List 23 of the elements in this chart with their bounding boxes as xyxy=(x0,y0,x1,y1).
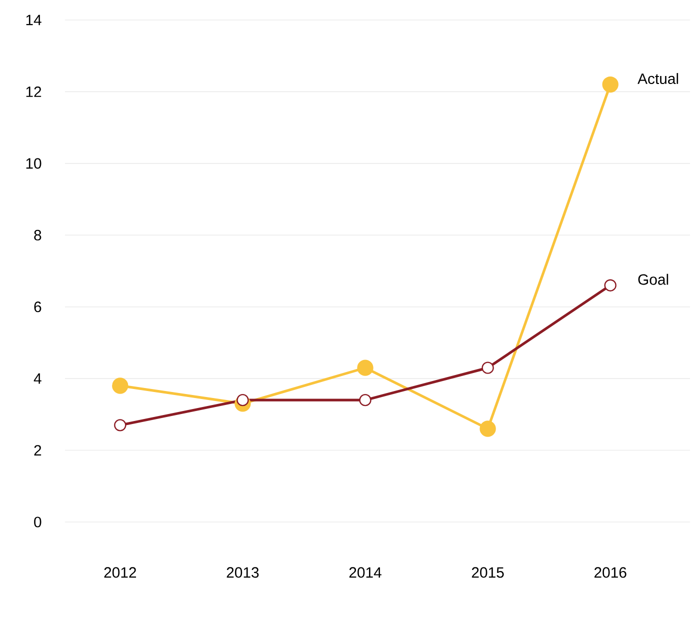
x-tick-label: 2012 xyxy=(104,567,136,578)
series-label: Actual xyxy=(638,73,678,84)
y-tick-label: 14 xyxy=(26,14,42,26)
y-tick-label: 2 xyxy=(34,445,42,456)
y-tick-label: 6 xyxy=(34,302,42,312)
y-tick-label: 10 xyxy=(26,158,42,169)
point xyxy=(480,420,496,437)
point xyxy=(114,419,126,432)
series-label: Goal xyxy=(638,274,668,285)
x-tick-label: 2015 xyxy=(472,567,504,578)
x-tick-label: 2016 xyxy=(594,567,626,578)
point xyxy=(112,378,128,394)
point xyxy=(482,362,494,374)
x-tick-label: 2014 xyxy=(349,567,382,578)
y-tick-label: 8 xyxy=(34,230,42,240)
y-tick-label: 4 xyxy=(34,373,42,384)
x-tick-label: 2013 xyxy=(226,567,259,578)
y-tick-label: 0 xyxy=(34,516,42,528)
point xyxy=(602,76,618,93)
point xyxy=(359,394,372,406)
point xyxy=(357,360,374,376)
point xyxy=(604,279,616,292)
y-tick-label: 12 xyxy=(26,86,42,97)
